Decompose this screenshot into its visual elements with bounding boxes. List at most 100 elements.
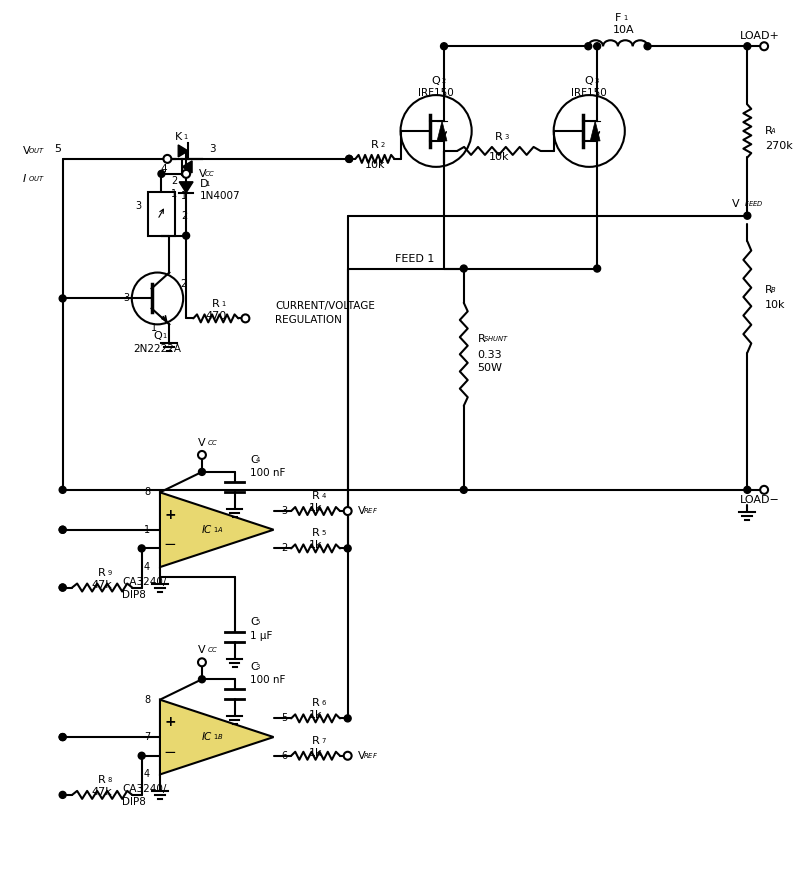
Text: 8: 8 [144,487,150,498]
Circle shape [346,156,353,163]
Text: 3: 3 [123,293,129,303]
Text: REGULATION: REGULATION [275,316,342,325]
Circle shape [460,486,467,493]
Circle shape [594,265,601,272]
Circle shape [344,715,351,722]
Text: 10k: 10k [365,160,385,170]
Text: 1: 1 [150,324,157,333]
Text: $_3$: $_3$ [255,662,261,673]
Text: 10A: 10A [613,26,634,35]
Text: 100 nF: 100 nF [250,468,286,478]
Text: $_1$: $_1$ [162,332,168,341]
Text: 4: 4 [144,562,150,572]
Circle shape [585,42,592,50]
Text: R: R [765,126,773,136]
Circle shape [138,545,145,552]
Polygon shape [179,182,193,193]
Text: 2: 2 [171,176,178,186]
Text: −: − [163,537,176,552]
Text: R: R [312,698,319,708]
Text: IRF150: IRF150 [418,88,454,98]
Text: 2: 2 [180,279,186,289]
Circle shape [198,469,206,476]
Text: 8: 8 [144,695,150,705]
Text: $_{OUT}$: $_{OUT}$ [28,174,45,184]
Text: 10k: 10k [765,301,786,310]
Text: K: K [174,132,182,142]
Text: 1k: 1k [309,540,322,551]
Text: $_{REF}$: $_{REF}$ [362,506,378,516]
Text: +: + [164,507,176,522]
Text: $_{1B}$: $_{1B}$ [213,732,223,742]
Text: C: C [250,455,258,465]
Text: R: R [312,492,319,501]
Text: R: R [212,300,220,309]
Text: $_3$: $_3$ [594,76,600,86]
Text: $_8$: $_8$ [107,775,113,785]
Text: R: R [312,529,319,538]
Text: DIP8: DIP8 [122,796,146,807]
Circle shape [344,507,352,515]
Text: LOAD+: LOAD+ [740,31,780,42]
Text: 47k: 47k [92,787,113,796]
Text: R: R [765,286,773,295]
Text: 4: 4 [144,769,150,780]
Polygon shape [437,121,447,141]
Text: D: D [200,179,209,189]
Text: 1k: 1k [309,711,322,720]
Circle shape [744,486,750,493]
Text: CURRENT/VOLTAGE: CURRENT/VOLTAGE [275,301,375,311]
Text: $_A$: $_A$ [770,126,777,136]
Circle shape [346,156,353,163]
Text: $_{FEED}$: $_{FEED}$ [744,199,764,209]
Text: C: C [250,662,258,673]
Circle shape [460,265,467,272]
Text: LOAD−: LOAD− [740,495,780,505]
Circle shape [59,584,66,591]
Text: Q: Q [432,76,441,86]
Text: 10k: 10k [489,152,509,162]
Text: 1: 1 [182,191,187,201]
Text: $_4$: $_4$ [321,492,326,501]
Circle shape [59,486,66,493]
Text: $_2$: $_2$ [441,76,446,86]
Circle shape [182,170,190,178]
Circle shape [59,584,66,591]
Text: R: R [98,568,106,577]
Text: $_{SHUNT}$: $_{SHUNT}$ [482,334,509,345]
Circle shape [198,675,206,682]
Text: $_4$: $_4$ [255,455,262,465]
Text: 1k: 1k [309,503,322,513]
Text: 5: 5 [282,713,288,723]
Circle shape [644,42,651,50]
Text: Q: Q [153,332,162,341]
Text: R: R [98,775,106,785]
Text: $_2$: $_2$ [380,140,386,150]
Text: $_1$: $_1$ [623,13,629,23]
Text: $_6$: $_6$ [321,698,326,708]
Text: 2N2222A: 2N2222A [134,344,182,354]
Text: $_5$: $_5$ [321,529,326,538]
Polygon shape [178,145,188,156]
Text: $_{CC}$: $_{CC}$ [207,645,218,655]
Text: 100 nF: 100 nF [250,675,286,685]
Text: IC: IC [202,525,212,535]
Circle shape [59,526,66,533]
Text: $_7$: $_7$ [321,735,326,746]
Text: CA3240/: CA3240/ [122,576,166,587]
Text: 2: 2 [182,210,187,221]
Text: C: C [250,617,258,627]
Polygon shape [590,121,600,141]
Text: V: V [358,506,365,516]
Circle shape [344,545,351,552]
Text: $_1$: $_1$ [221,300,226,309]
Text: CA3240/: CA3240/ [122,784,166,794]
Circle shape [594,42,601,50]
Circle shape [242,315,250,323]
Text: 1: 1 [144,525,150,535]
Polygon shape [160,700,274,774]
Text: 1k: 1k [309,748,322,758]
Text: V: V [199,169,206,179]
Circle shape [163,155,171,163]
Circle shape [59,526,66,533]
